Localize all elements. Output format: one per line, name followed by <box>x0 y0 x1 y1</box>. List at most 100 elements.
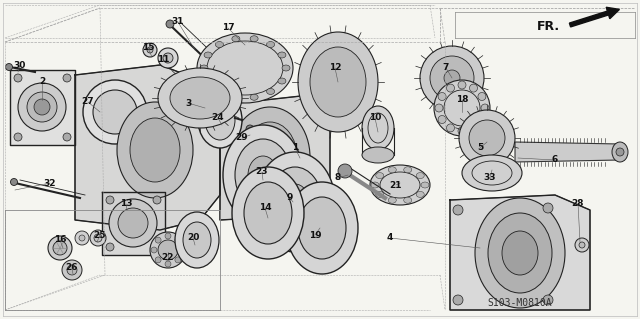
Circle shape <box>470 124 477 132</box>
Circle shape <box>165 261 171 267</box>
Ellipse shape <box>475 198 565 308</box>
Text: 4: 4 <box>387 234 393 242</box>
Text: 21: 21 <box>390 181 403 189</box>
Ellipse shape <box>83 80 147 144</box>
Circle shape <box>430 56 474 100</box>
Circle shape <box>153 243 161 251</box>
Ellipse shape <box>502 231 538 275</box>
Circle shape <box>90 230 106 246</box>
Text: 27: 27 <box>82 98 94 107</box>
Circle shape <box>179 247 185 253</box>
Polygon shape <box>450 195 590 310</box>
Circle shape <box>155 237 161 243</box>
Ellipse shape <box>250 94 258 100</box>
Ellipse shape <box>310 47 366 117</box>
Circle shape <box>420 46 484 110</box>
Ellipse shape <box>243 122 297 192</box>
Circle shape <box>155 257 161 263</box>
Ellipse shape <box>298 197 346 259</box>
Circle shape <box>246 125 254 133</box>
Ellipse shape <box>612 142 628 162</box>
Circle shape <box>165 233 171 239</box>
Circle shape <box>338 164 352 178</box>
Circle shape <box>579 242 585 248</box>
Circle shape <box>453 295 463 305</box>
Ellipse shape <box>267 41 275 48</box>
Text: 15: 15 <box>141 43 154 53</box>
FancyArrow shape <box>570 7 620 27</box>
Text: 2: 2 <box>39 78 45 86</box>
Text: 7: 7 <box>443 63 449 72</box>
Circle shape <box>478 115 486 123</box>
Ellipse shape <box>248 156 278 194</box>
Text: 3: 3 <box>185 99 191 108</box>
Circle shape <box>469 120 505 156</box>
Circle shape <box>616 148 624 156</box>
Ellipse shape <box>278 78 286 84</box>
Text: 30: 30 <box>14 61 26 70</box>
Ellipse shape <box>371 182 379 188</box>
Polygon shape <box>515 142 620 162</box>
Circle shape <box>434 80 490 136</box>
Circle shape <box>106 243 114 251</box>
Circle shape <box>458 81 466 89</box>
Circle shape <box>175 237 181 243</box>
Circle shape <box>109 199 157 247</box>
Ellipse shape <box>421 182 429 188</box>
Circle shape <box>147 47 153 53</box>
Circle shape <box>470 84 477 92</box>
Polygon shape <box>10 70 75 145</box>
Circle shape <box>153 196 161 204</box>
Ellipse shape <box>235 139 291 211</box>
Ellipse shape <box>267 88 275 94</box>
Ellipse shape <box>223 125 303 225</box>
Circle shape <box>14 133 22 141</box>
Text: 22: 22 <box>162 254 174 263</box>
Ellipse shape <box>268 167 322 237</box>
Ellipse shape <box>232 167 304 259</box>
Text: 24: 24 <box>212 114 224 122</box>
Text: FR.: FR. <box>537 19 560 33</box>
Text: 6: 6 <box>552 155 558 165</box>
Circle shape <box>166 20 174 28</box>
Ellipse shape <box>232 94 240 100</box>
Ellipse shape <box>255 152 335 252</box>
Circle shape <box>79 235 85 241</box>
Text: 1: 1 <box>292 144 298 152</box>
Circle shape <box>158 240 178 260</box>
Circle shape <box>106 196 114 204</box>
Text: 25: 25 <box>93 231 106 240</box>
Text: 28: 28 <box>572 198 584 207</box>
Circle shape <box>150 232 186 268</box>
Circle shape <box>575 238 589 252</box>
Circle shape <box>143 43 157 57</box>
Circle shape <box>163 53 173 63</box>
Ellipse shape <box>388 197 396 203</box>
Ellipse shape <box>216 88 223 94</box>
Text: 12: 12 <box>329 63 341 72</box>
Text: S103-M0810A: S103-M0810A <box>488 298 552 308</box>
Ellipse shape <box>488 213 552 293</box>
Ellipse shape <box>200 65 208 71</box>
Circle shape <box>67 265 77 275</box>
Ellipse shape <box>370 165 430 205</box>
Ellipse shape <box>250 36 258 42</box>
Circle shape <box>435 104 443 112</box>
Text: 26: 26 <box>66 263 78 272</box>
Ellipse shape <box>198 92 242 148</box>
Circle shape <box>18 83 66 131</box>
Text: 23: 23 <box>256 167 268 176</box>
Ellipse shape <box>278 52 286 58</box>
Ellipse shape <box>416 191 424 197</box>
Text: 32: 32 <box>44 179 56 188</box>
Text: 14: 14 <box>259 204 271 212</box>
Ellipse shape <box>117 102 193 198</box>
Ellipse shape <box>197 33 293 103</box>
Polygon shape <box>75 65 220 230</box>
Circle shape <box>543 295 553 305</box>
Circle shape <box>48 236 72 260</box>
Polygon shape <box>102 192 165 255</box>
Ellipse shape <box>244 182 292 244</box>
Ellipse shape <box>183 222 211 258</box>
Ellipse shape <box>93 90 137 134</box>
